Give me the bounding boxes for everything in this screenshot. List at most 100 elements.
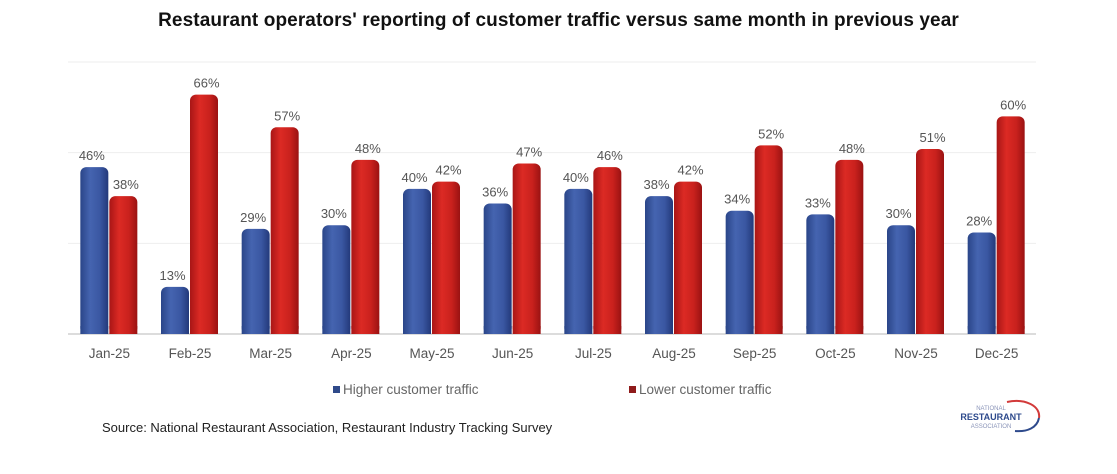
data-label-higher-Aug-25: 38% — [643, 177, 669, 192]
bar-base-higher-Jul-25 — [564, 326, 593, 334]
bar-higher-Jun-25 — [483, 203, 512, 334]
bar-higher-Feb-25 — [161, 286, 189, 334]
data-label-higher-Mar-25: 29% — [240, 210, 266, 225]
x-tick-Mar-25: Mar-25 — [249, 346, 292, 361]
data-label-lower-Jul-25: 46% — [597, 148, 623, 163]
bar-lower-Nov-25 — [916, 149, 944, 334]
x-tick-Jun-25: Jun-25 — [492, 346, 533, 361]
x-tick-Oct-25: Oct-25 — [815, 346, 856, 361]
data-label-lower-Jan-25: 38% — [113, 177, 139, 192]
bar-lower-Jun-25 — [512, 163, 541, 334]
bar-lower-Dec-25 — [996, 116, 1025, 335]
data-label-lower-Jun-25: 47% — [516, 145, 542, 160]
bar-higher-Jan-25 — [80, 167, 109, 334]
data-label-lower-Dec-25: 60% — [1000, 97, 1026, 112]
bar-base-lower-Oct-25 — [835, 326, 864, 334]
bar-base-higher-Aug-25 — [645, 326, 673, 334]
data-label-higher-Jan-25: 46% — [79, 148, 105, 163]
data-label-higher-Nov-25: 30% — [885, 206, 911, 221]
bar-lower-Sep-25 — [754, 145, 783, 334]
data-label-lower-Feb-25: 66% — [193, 76, 219, 91]
bar-lower-Feb-25 — [190, 94, 218, 334]
x-tick-Dec-25: Dec-25 — [975, 346, 1019, 361]
bar-higher-Aug-25 — [645, 196, 673, 334]
data-label-higher-Dec-25: 28% — [966, 213, 992, 228]
bar-base-higher-Sep-25 — [725, 326, 754, 334]
logo-line2: RESTAURANT — [960, 412, 1022, 422]
bar-base-higher-Dec-25 — [967, 326, 996, 334]
bar-base-lower-Mar-25 — [270, 326, 299, 334]
x-tick-Feb-25: Feb-25 — [169, 346, 212, 361]
x-tick-Nov-25: Nov-25 — [894, 346, 938, 361]
x-tick-Apr-25: Apr-25 — [331, 346, 372, 361]
data-label-higher-Feb-25: 13% — [159, 268, 185, 283]
x-tick-Sep-25: Sep-25 — [733, 346, 777, 361]
bar-lower-May-25 — [432, 181, 460, 334]
bar-base-higher-Nov-25 — [887, 326, 915, 334]
bar-base-lower-Feb-25 — [190, 326, 218, 334]
bar-higher-Nov-25 — [887, 225, 915, 334]
data-label-lower-Mar-25: 57% — [274, 108, 300, 123]
nra-logo: NATIONAL RESTAURANT ASSOCIATION — [955, 398, 1045, 438]
bar-lower-Mar-25 — [270, 127, 299, 334]
x-tick-labels: Jan-25 Feb-25 Mar-25 Apr-25 May-25 Jun-25 Jul-… — [89, 346, 1019, 361]
bar-base-lower-May-25 — [432, 326, 460, 334]
bar-lower-Oct-25 — [835, 159, 864, 334]
legend-swatch-lower — [629, 386, 636, 393]
bar-higher-Jul-25 — [564, 188, 593, 334]
bar-base-higher-Feb-25 — [161, 326, 189, 334]
data-label-higher-Jun-25: 36% — [482, 184, 508, 199]
x-tick-Aug-25: Aug-25 — [652, 346, 696, 361]
bar-base-lower-Apr-25 — [351, 326, 380, 334]
logo-line1: NATIONAL — [976, 406, 1006, 412]
data-label-lower-May-25: 42% — [435, 163, 461, 178]
bar-base-lower-Nov-25 — [916, 326, 944, 334]
legend-label-lower: Lower customer traffic — [639, 382, 772, 397]
bar-lower-Apr-25 — [351, 159, 380, 334]
data-label-higher-Apr-25: 30% — [321, 206, 347, 221]
data-label-higher-Oct-25: 33% — [805, 195, 831, 210]
data-label-higher-Sep-25: 34% — [724, 192, 750, 207]
logo-arc-red-icon — [1006, 400, 1041, 419]
data-label-lower-Nov-25: 51% — [919, 130, 945, 145]
bar-base-lower-Jun-25 — [512, 326, 541, 334]
legend-item-higher: Higher customer traffic — [333, 382, 479, 397]
logo-arc-blue-icon — [1014, 417, 1040, 433]
bar-base-higher-Jun-25 — [483, 326, 512, 334]
bar-base-lower-Jul-25 — [593, 326, 622, 334]
logo-line3: ASSOCIATION — [971, 424, 1012, 430]
data-label-lower-Oct-25: 48% — [839, 141, 865, 156]
bar-base-higher-May-25 — [403, 326, 431, 334]
data-label-lower-Apr-25: 48% — [355, 141, 381, 156]
x-tick-May-25: May-25 — [409, 346, 454, 361]
bar-lower-Jul-25 — [593, 167, 622, 334]
data-label-lower-Aug-25: 42% — [677, 163, 703, 178]
source-note: Source: National Restaurant Association,… — [102, 420, 553, 435]
bar-base-lower-Dec-25 — [996, 326, 1025, 334]
data-label-higher-Jul-25: 40% — [563, 170, 589, 185]
bar-lower-Jan-25 — [109, 196, 138, 334]
data-label-higher-May-25: 40% — [401, 170, 427, 185]
bar-base-lower-Aug-25 — [674, 326, 702, 334]
bar-higher-Mar-25 — [241, 228, 270, 334]
legend-item-lower: Lower customer traffic — [629, 382, 772, 397]
legend-label-higher: Higher customer traffic — [343, 382, 479, 397]
bar-higher-Oct-25 — [806, 214, 835, 334]
bar-base-higher-Apr-25 — [322, 326, 351, 334]
gridlines — [68, 61, 1036, 335]
bar-higher-Dec-25 — [967, 232, 996, 334]
bar-base-higher-Oct-25 — [806, 326, 835, 334]
bar-base-lower-Jan-25 — [109, 326, 138, 334]
bar-base-higher-Jan-25 — [80, 326, 109, 334]
bar-base-lower-Sep-25 — [754, 326, 783, 334]
legend-swatch-higher — [333, 386, 340, 393]
data-labels: 46% 38% 13% 66% 29% 57% 30% 48% 40% 42% 36% 47% 40% 4… — [79, 76, 1027, 283]
bar-lower-Aug-25 — [674, 181, 702, 334]
bar-higher-May-25 — [403, 188, 431, 334]
x-tick-Jul-25: Jul-25 — [575, 346, 612, 361]
bar-higher-Apr-25 — [322, 225, 351, 334]
bar-base-higher-Mar-25 — [241, 326, 270, 334]
chart-title: Restaurant operators' reporting of custo… — [158, 10, 959, 31]
bars — [80, 94, 1025, 335]
bar-higher-Sep-25 — [725, 210, 754, 334]
